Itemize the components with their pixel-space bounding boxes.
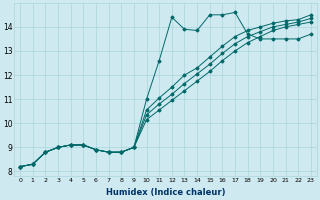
X-axis label: Humidex (Indice chaleur): Humidex (Indice chaleur) [106, 188, 225, 197]
